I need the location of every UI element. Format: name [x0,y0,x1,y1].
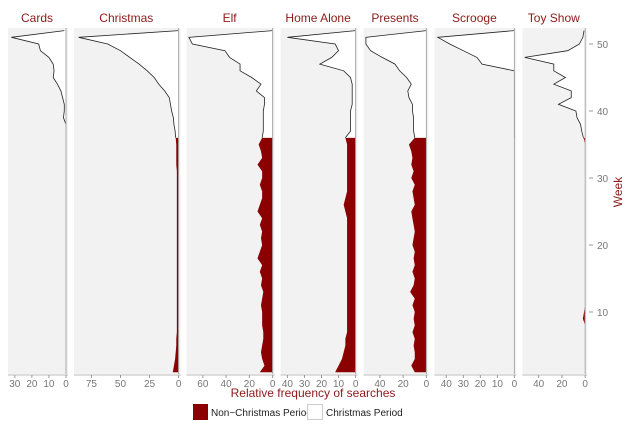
x-tick-label: 30 [299,379,311,390]
x-tick-label: 20 [26,379,38,390]
panel-presents: Presents 40 20 0 [363,11,430,390]
x-tick-label: 0 [512,379,518,390]
non-christmas-area [408,137,427,373]
x-tick-label: 10 [333,379,345,390]
legend: Non−Christmas Period Christmas Period [193,404,403,420]
x-tick-label: 0 [582,379,588,390]
non-christmas-area [257,137,273,373]
legend-swatch-non-christmas [193,404,208,420]
x-tick-label: 40 [441,379,453,390]
x-tick-label: 20 [398,379,410,390]
panel-christmas: Christmas 75 50 25 0 [74,11,182,390]
panel-title: Elf [223,11,238,25]
y-tick-label: 30 [597,174,609,185]
christmas-area [287,30,356,138]
panel-elf: Elf 60 40 20 0 [186,11,276,390]
non-christmas-area [582,137,586,373]
christmas-line [78,30,179,138]
panel-background [434,28,517,374]
christmas-area [524,30,586,138]
x-tick-label: 40 [221,379,233,390]
y-axis: 10 20 30 40 50 [589,40,609,319]
x-axis-title: Relative frequency of searches [231,386,396,400]
y-tick-label: 40 [597,107,609,118]
legend-label-christmas: Christmas Period [326,408,403,419]
christmas-line [188,30,273,138]
panel-cards: Cards 30 20 10 0 [8,11,69,390]
panel-title: Toy Show [528,11,580,25]
x-tick-label: 40 [533,379,545,390]
legend-swatch-christmas [307,404,323,420]
christmas-line [524,30,585,138]
x-tick-label: 20 [556,379,568,390]
christmas-area [437,30,515,138]
x-tick-label: 20 [475,379,487,390]
y-tick-label: 10 [597,308,609,319]
panel-title: Christmas [99,11,153,25]
x-tick-label: 40 [282,379,294,390]
x-tick-label: 0 [424,379,430,390]
christmas-area [188,30,273,138]
y-tick-label: 20 [597,241,609,252]
christmas-area [11,30,66,138]
panel-home-alone: Home Alone 40 30 20 10 0 [280,11,359,390]
panel-title: Home Alone [285,11,351,25]
x-tick-label: 20 [244,379,256,390]
x-tick-label: 0 [63,379,69,390]
x-tick-label: 20 [316,379,328,390]
x-tick-label: 10 [492,379,504,390]
x-tick-label: 10 [43,379,55,390]
panel-title: Scrooge [452,11,497,25]
x-tick-label: 60 [197,379,209,390]
x-tick-label: 0 [176,379,182,390]
christmas-line [287,30,356,139]
y-axis-title: Week [611,176,625,207]
panel-title: Cards [21,11,53,25]
panel-toy-show: Toy Show 40 20 0 [522,11,588,390]
christmas-area [365,30,427,138]
x-tick-label: 30 [458,379,470,390]
christmas-area [78,30,179,138]
x-tick-label: 0 [270,379,276,390]
legend-label-non-christmas: Non−Christmas Period [211,408,312,419]
y-tick-label: 50 [597,40,609,51]
christmas-line [11,30,67,138]
x-tick-label: 25 [144,379,156,390]
non-christmas-area [335,137,356,373]
panel-scrooge: Scrooge 40 30 20 10 0 [434,11,518,390]
x-tick-label: 40 [374,379,386,390]
x-tick-label: 50 [115,379,127,390]
panel-title: Presents [371,11,418,25]
x-tick-label: 0 [353,379,359,390]
x-tick-label: 75 [86,379,98,390]
x-tick-label: 30 [9,379,21,390]
non-christmas-area [172,137,179,373]
christmas-line [365,30,427,138]
